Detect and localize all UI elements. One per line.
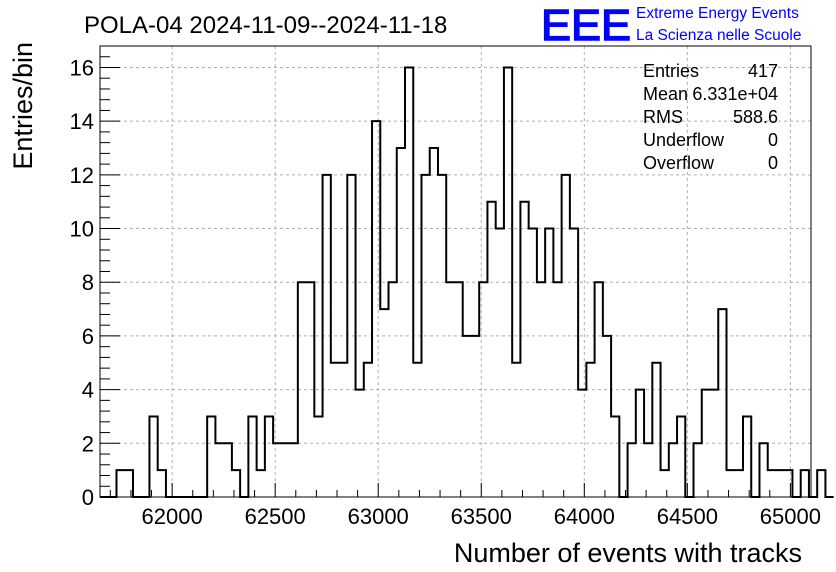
stats-overflow-value: 0 bbox=[768, 153, 778, 173]
histogram-bin bbox=[372, 121, 380, 497]
histogram-bin bbox=[248, 416, 256, 497]
y-tick-label: 4 bbox=[82, 378, 94, 403]
y-tick-label: 6 bbox=[82, 324, 94, 349]
histogram-bin bbox=[487, 202, 495, 497]
histogram-bin bbox=[661, 470, 669, 497]
x-axis: 62000 62500 63000 63500 64000 64500 65000 bbox=[109, 483, 821, 529]
eee-logo: EEE Extreme Energy Events La Scienza nel… bbox=[540, 0, 801, 51]
x-axis-label: Number of events with tracks bbox=[454, 538, 802, 568]
histogram-bin bbox=[611, 416, 619, 497]
y-tick-label: 8 bbox=[82, 270, 94, 295]
histogram-bin bbox=[265, 416, 273, 497]
histogram-bin bbox=[273, 443, 281, 497]
histogram-bin bbox=[784, 470, 792, 497]
histogram-bin bbox=[463, 336, 471, 497]
histogram-bin bbox=[652, 363, 660, 497]
histogram-bin bbox=[397, 148, 405, 497]
stats-underflow-value: 0 bbox=[768, 130, 778, 150]
histogram-bin bbox=[603, 336, 611, 497]
histogram-bin bbox=[570, 229, 578, 497]
histogram-bin bbox=[759, 443, 767, 497]
histogram-bin bbox=[529, 229, 537, 497]
histogram-bin bbox=[257, 470, 265, 497]
x-tick-label: 63000 bbox=[348, 504, 409, 529]
y-tick-label: 16 bbox=[70, 55, 94, 80]
histogram-bin bbox=[224, 443, 232, 497]
histogram-bin bbox=[496, 229, 504, 497]
y-axis: 0 2 4 6 8 10 12 14 16 bbox=[70, 45, 120, 510]
histogram-bin bbox=[116, 470, 124, 497]
histogram-bin bbox=[586, 363, 594, 497]
stats-overflow-label: Overflow bbox=[643, 153, 715, 173]
stats-entries-label: Entries bbox=[643, 61, 699, 81]
y-axis-label: Entries/bin bbox=[8, 42, 38, 170]
histogram-bin bbox=[290, 443, 298, 497]
histogram-bin bbox=[215, 443, 223, 497]
histogram-bin bbox=[232, 470, 240, 497]
histogram-bin bbox=[125, 470, 133, 497]
histogram-bin bbox=[413, 363, 421, 497]
histogram-bin bbox=[776, 470, 784, 497]
histogram-bin bbox=[471, 336, 479, 497]
y-tick-label: 14 bbox=[70, 109, 94, 134]
x-tick-label: 62500 bbox=[245, 504, 306, 529]
histogram-bin bbox=[727, 470, 735, 497]
histogram-bin bbox=[339, 363, 347, 497]
x-tick-label: 64000 bbox=[554, 504, 615, 529]
stats-mean-label: Mean bbox=[643, 84, 688, 104]
stats-entries-value: 417 bbox=[748, 61, 778, 81]
histogram-bin bbox=[430, 148, 438, 497]
histogram-bin bbox=[669, 443, 677, 497]
histogram-bin bbox=[380, 309, 388, 497]
histogram-bin bbox=[545, 229, 553, 497]
histogram-bin bbox=[314, 416, 322, 497]
stats-underflow-label: Underflow bbox=[643, 130, 725, 150]
histogram-bin bbox=[158, 470, 166, 497]
histogram-bin bbox=[768, 470, 776, 497]
x-tick-label: 62000 bbox=[142, 504, 203, 529]
stats-box: Entries 417 Mean 6.331e+04 RMS 588.6 Und… bbox=[643, 61, 778, 173]
histogram-bin bbox=[735, 470, 743, 497]
histogram-bin bbox=[694, 443, 702, 497]
histogram-bin bbox=[364, 363, 372, 497]
y-tick-label: 10 bbox=[70, 217, 94, 242]
histogram-bin bbox=[801, 470, 809, 497]
histogram-bin bbox=[520, 202, 528, 497]
stats-rms-label: RMS bbox=[643, 107, 683, 127]
histogram-bin bbox=[644, 443, 652, 497]
histogram-bin bbox=[512, 363, 520, 497]
histogram-bin bbox=[207, 416, 215, 497]
stats-mean-value: 6.331e+04 bbox=[692, 84, 778, 104]
x-tick-label: 65000 bbox=[760, 504, 821, 529]
eee-logo-line1: Extreme Energy Events bbox=[636, 5, 799, 22]
histogram-bin bbox=[718, 309, 726, 497]
histogram-bin bbox=[331, 363, 339, 497]
histogram-bin bbox=[743, 416, 751, 497]
y-tick-label: 2 bbox=[82, 431, 94, 456]
eee-logo-mark: EEE bbox=[541, 1, 631, 50]
eee-logo-line2: La Scienza nelle Scuole bbox=[636, 27, 801, 44]
histogram-bin bbox=[281, 443, 289, 497]
x-tick-label: 64500 bbox=[657, 504, 718, 529]
y-tick-label: 12 bbox=[70, 163, 94, 188]
histogram-bin bbox=[628, 443, 636, 497]
y-tick-label: 0 bbox=[82, 485, 94, 510]
stats-rms-value: 588.6 bbox=[733, 107, 778, 127]
chart-title: POLA-04 2024-11-09--2024-11-18 bbox=[84, 12, 447, 39]
histogram-bin bbox=[817, 470, 825, 497]
x-tick-label: 63500 bbox=[451, 504, 512, 529]
histogram-bin bbox=[677, 416, 685, 497]
histogram-bin bbox=[149, 416, 157, 497]
